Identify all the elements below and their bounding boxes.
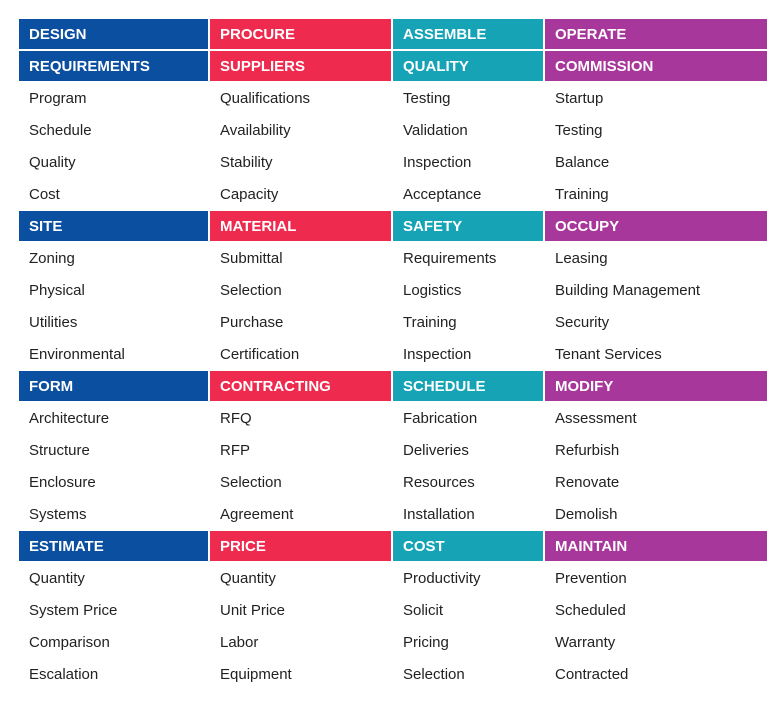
list-item: Solicit: [403, 602, 444, 619]
column-header-assemble: ASSEMBLE: [393, 19, 545, 51]
list-item: Pricing: [403, 634, 449, 651]
list-item: Installation: [403, 506, 475, 523]
list-item: Equipment: [220, 666, 292, 683]
list-item: Zoning: [29, 250, 75, 267]
list-item: Renovate: [555, 474, 620, 491]
list-item: Quality: [29, 154, 76, 171]
list-item: Testing: [555, 122, 603, 139]
list-item: Training: [403, 314, 457, 331]
list-item: Fabrication: [403, 410, 478, 427]
list-item: Purchase: [220, 314, 284, 331]
list-item: Logistics: [403, 282, 462, 299]
section-header: ESTIMATE: [19, 531, 210, 563]
list-item: Agreement: [220, 506, 294, 523]
list-item: Warranty: [555, 634, 616, 651]
section-header: CONTRACTING: [210, 371, 393, 403]
column-header-operate: OPERATE: [545, 19, 767, 51]
section-header: MODIFY: [545, 371, 767, 403]
section-header: SITE: [19, 211, 210, 243]
list-item: Enclosure: [29, 474, 96, 491]
list-item: Systems: [29, 506, 87, 523]
list-item: Escalation: [29, 666, 99, 683]
section-header: SUPPLIERS: [210, 51, 393, 83]
list-item: Validation: [403, 122, 468, 139]
list-item: Capacity: [220, 186, 279, 203]
list-item: Resources: [403, 474, 475, 491]
list-item: Certification: [220, 346, 300, 363]
section-header: COMMISSION: [545, 51, 767, 83]
list-item: Stability: [220, 154, 273, 171]
list-item: Schedule: [29, 122, 92, 139]
list-item: Qualifications: [220, 90, 311, 107]
list-item: Requirements: [403, 250, 497, 267]
list-item: Prevention: [555, 570, 627, 587]
list-item: Cost: [29, 186, 60, 203]
list-item: Structure: [29, 442, 90, 459]
list-item: Utilities: [29, 314, 78, 331]
list-item: Comparison: [29, 634, 110, 651]
list-item: Refurbish: [555, 442, 620, 459]
list-item: Leasing: [555, 250, 608, 267]
list-item: Environmental: [29, 346, 125, 363]
list-item: Deliveries: [403, 442, 469, 459]
list-item: Selection: [220, 282, 282, 299]
list-item: Training: [555, 186, 609, 203]
list-item: Productivity: [403, 570, 481, 587]
list-item: Labor: [220, 634, 259, 651]
section-header: FORM: [19, 371, 210, 403]
section-header: SAFETY: [393, 211, 545, 243]
list-item: Tenant Services: [555, 346, 662, 363]
list-item: RFP: [220, 442, 250, 459]
list-item: Selection: [220, 474, 282, 491]
column-header-procure: PROCURE: [210, 19, 393, 51]
list-item: Selection: [403, 666, 465, 683]
list-item: Balance: [555, 154, 610, 171]
list-item: Unit Price: [220, 602, 286, 619]
section-header: OCCUPY: [545, 211, 767, 243]
list-item: Quantity: [29, 570, 85, 587]
list-item: Startup: [555, 90, 604, 107]
list-item: Quantity: [220, 570, 276, 587]
list-item: Inspection: [403, 346, 472, 363]
phase-grid: DESIGN PROCURE ASSEMBLE OPERATE REQUIREM…: [19, 19, 767, 691]
list-item: Availability: [220, 122, 291, 139]
column-header-design: DESIGN: [19, 19, 210, 51]
list-item: Program: [29, 90, 87, 107]
section-header: MATERIAL: [210, 211, 393, 243]
list-item: Building Management: [555, 282, 701, 299]
list-item: Testing: [403, 90, 451, 107]
list-item: Submittal: [220, 250, 283, 267]
list-item: Acceptance: [403, 186, 482, 203]
section-header: COST: [393, 531, 545, 563]
section-header: QUALITY: [393, 51, 545, 83]
list-item: Demolish: [555, 506, 618, 523]
section-header: SCHEDULE: [393, 371, 545, 403]
list-item: Physical: [29, 282, 85, 299]
section-header: REQUIREMENTS: [19, 51, 210, 83]
list-item: System Price: [29, 602, 118, 619]
section-header: MAINTAIN: [545, 531, 767, 563]
list-item: RFQ: [220, 410, 252, 427]
list-item: Assessment: [555, 410, 637, 427]
section-header: PRICE: [210, 531, 393, 563]
list-item: Security: [555, 314, 610, 331]
list-item: Contracted: [555, 666, 629, 683]
list-item: Architecture: [29, 410, 110, 427]
list-item: Inspection: [403, 154, 472, 171]
list-item: Scheduled: [555, 602, 626, 619]
